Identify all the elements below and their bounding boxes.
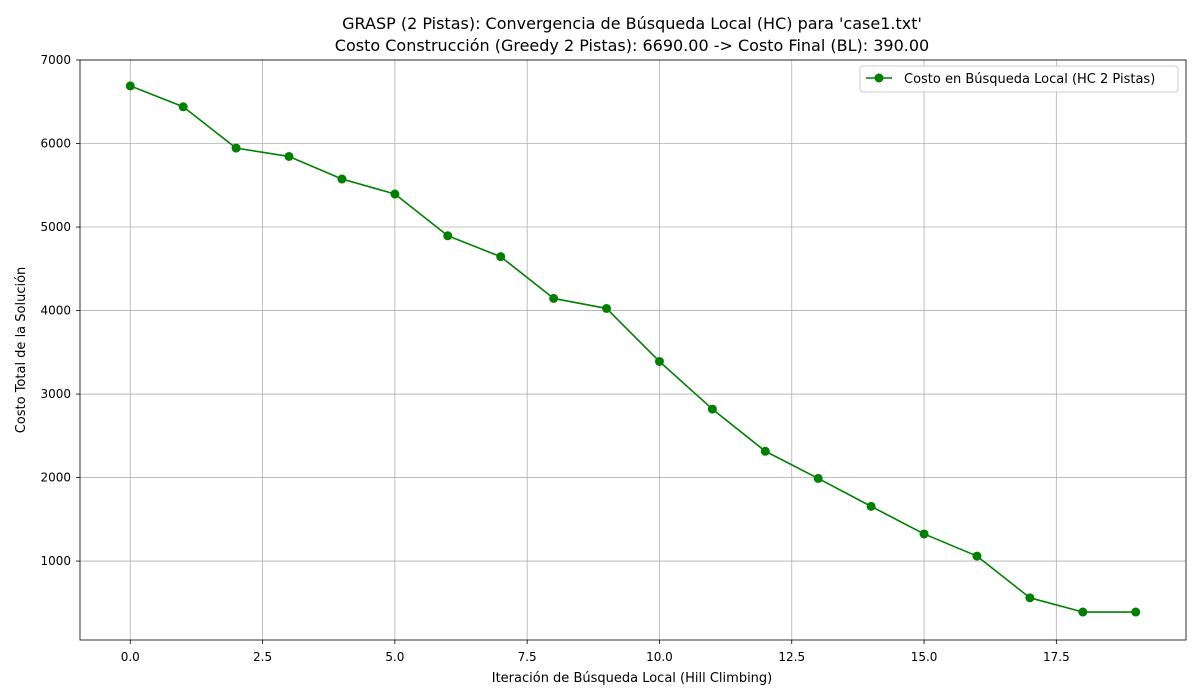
data-point: [178, 102, 188, 112]
plot-frame: [79, 59, 1187, 641]
y-tick-label: 4000: [40, 304, 71, 318]
y-tick-label: 5000: [40, 220, 71, 234]
y-tick-label: 2000: [40, 471, 71, 485]
x-tick-label: 2.5: [253, 650, 272, 664]
x-tick-label: 12.5: [778, 650, 805, 664]
x-axis-label: Iteración de Búsqueda Local (Hill Climbi…: [492, 671, 773, 686]
legend-box: [859, 65, 1179, 93]
data-point: [549, 293, 559, 303]
y-tick-label: 3000: [40, 387, 71, 401]
data-point: [866, 501, 876, 511]
series-layer: [125, 81, 1141, 617]
data-point: [1025, 593, 1035, 603]
x-tick-label: 10.0: [646, 650, 673, 664]
legend: Costo en Búsqueda Local (HC 2 Pistas): [859, 65, 1179, 93]
data-point: [284, 151, 294, 161]
data-point: [813, 473, 823, 483]
data-point: [1078, 607, 1088, 617]
x-tick-label: 7.5: [518, 650, 537, 664]
data-point: [919, 529, 929, 539]
axis-ticks: 0.0 2.5 5.0 7.5 10.0 12.5 15.0 17.5 1000 2000 3000…: [40, 53, 1069, 664]
y-axis-label: Costo Total de la Solución: [14, 267, 29, 434]
data-point: [972, 551, 982, 561]
x-tick-label: 5.0: [385, 650, 404, 664]
chart-title-line-1: GRASP (2 Pistas): Convergencia de Búsque…: [342, 14, 922, 33]
data-point: [1131, 607, 1141, 617]
chart-title-line-2: Costo Construcción (Greedy 2 Pistas): 66…: [335, 36, 929, 55]
data-point: [337, 174, 347, 184]
x-tick-label: 15.0: [911, 650, 938, 664]
data-point: [654, 356, 664, 366]
data-point: [760, 446, 770, 456]
legend-marker: [874, 73, 884, 83]
y-tick-label: 6000: [40, 137, 71, 151]
data-point: [602, 303, 612, 313]
data-point: [231, 143, 241, 153]
data-point: [443, 231, 453, 241]
data-point: [125, 81, 135, 91]
x-tick-label: 17.5: [1043, 650, 1070, 664]
y-tick-label: 1000: [40, 554, 71, 568]
series-line: [129, 85, 1136, 613]
y-tick-label: 7000: [40, 53, 71, 67]
legend-label: Costo en Búsqueda Local (HC 2 Pistas): [904, 72, 1155, 87]
data-point: [496, 252, 506, 262]
x-tick-label: 0.0: [121, 650, 140, 664]
grid: [80, 59, 1186, 640]
data-point: [390, 189, 400, 199]
data-point: [707, 404, 717, 414]
